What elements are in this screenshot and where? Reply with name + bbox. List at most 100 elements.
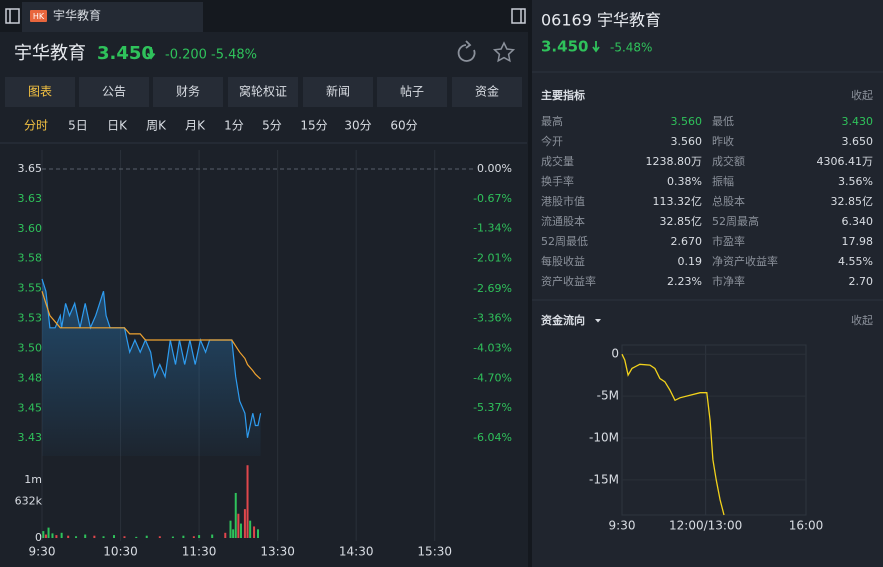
y-tick-label: 3.48 [18, 371, 43, 384]
price-area [42, 278, 261, 456]
quote-price: 3.450 [541, 38, 588, 56]
quote-name: 宇华教育 [597, 11, 661, 30]
volume-bar [232, 529, 235, 538]
volume-bar [229, 520, 232, 538]
volume-bar [102, 536, 105, 538]
volume-bar [243, 509, 246, 538]
volume-bar [246, 465, 249, 538]
indicator-label: 成交额 [712, 154, 745, 168]
tab-label[interactable]: 资金 [475, 84, 499, 99]
period-label[interactable]: 15分 [300, 119, 327, 133]
indicator-label: 市盈率 [712, 234, 745, 248]
period-row: 分时 5日 日K 周K 月K 1分 5分 15分 30分 60分 [24, 119, 418, 133]
period-label[interactable]: 日K [107, 119, 128, 133]
volume-bar [93, 535, 96, 538]
volume-bar [257, 529, 259, 538]
x-tick-label: 12:00/13:00 [669, 519, 742, 533]
tab-label[interactable]: 窝轮权证 [239, 84, 287, 99]
panel-divider [528, 0, 532, 567]
y-tick-label: 3.43 [18, 431, 43, 444]
volume-bar [171, 536, 174, 538]
x-tick-label: 16:00 [789, 519, 824, 533]
indicator-value: 2.70 [849, 275, 874, 288]
indicator-table: 最高 3.560 最低 3.430 今开 3.560 昨收 3.650 成交量 1238.80万成… [541, 114, 873, 288]
volume-bar [192, 536, 195, 538]
indicator-value: 3.650 [842, 135, 874, 148]
period-label[interactable]: 1分 [224, 119, 244, 133]
section-title[interactable]: 资金流向 [541, 313, 585, 327]
right-panel [532, 0, 883, 567]
period-label[interactable]: 60分 [390, 119, 417, 133]
indicator-label: 港股市值 [541, 194, 585, 208]
indicator-value: 17.98 [842, 235, 874, 248]
market-badge-text: HK [33, 12, 45, 21]
y2-tick-label: -1.34% [473, 222, 512, 235]
volume-bar [75, 536, 78, 538]
period-label[interactable]: 月K [185, 119, 206, 133]
tab-label[interactable]: 财务 [176, 84, 200, 99]
tab-button[interactable] [452, 77, 522, 107]
indicator-label: 净资产收益率 [712, 254, 778, 268]
x-tick-label: 14:30 [339, 545, 374, 559]
y-tick-label: 3.50 [18, 342, 43, 355]
average-line [41, 291, 262, 380]
y2-tick-label: -2.01% [473, 252, 512, 265]
tab-button[interactable] [5, 77, 75, 107]
volume-bar [237, 513, 240, 538]
collapse-link[interactable]: 收起 [851, 88, 873, 102]
volume-bar [239, 523, 242, 538]
volume-bar [211, 534, 214, 538]
volume-bar [42, 531, 45, 538]
period-label[interactable]: 5分 [262, 119, 282, 133]
volume-bar [44, 534, 47, 538]
panel-icon[interactable] [5, 8, 20, 24]
volume-bar [47, 527, 50, 538]
down-arrow [146, 47, 156, 60]
active-window-tab[interactable] [22, 2, 203, 32]
quote-code: 06169 [541, 11, 592, 30]
indicator-label: 市净率 [712, 274, 745, 288]
volume-bar [145, 535, 148, 538]
dropdown-caret[interactable] [595, 319, 601, 323]
tab-label[interactable]: 新闻 [326, 84, 350, 99]
indicator-value: 1238.80万 [646, 155, 703, 168]
period-label[interactable]: 5日 [68, 119, 88, 133]
volume-bar [55, 535, 58, 538]
y-tick-label: 0 [611, 347, 619, 361]
window-tab-title[interactable]: 宇华教育 [53, 8, 101, 23]
tab-button[interactable] [153, 77, 223, 107]
y-tick-label: 3.45 [18, 401, 43, 414]
collapse-link[interactable]: 收起 [851, 313, 873, 327]
tab-button[interactable] [79, 77, 149, 107]
x-tick-label: 9:30 [29, 545, 56, 559]
refresh-icon[interactable] [457, 44, 476, 62]
indicator-value: 2.23% [667, 275, 702, 288]
volume-bar [67, 535, 70, 538]
indicator-value: 3.560 [671, 115, 703, 128]
tab-button[interactable] [377, 77, 447, 107]
indicator-value: 32.85亿 [660, 215, 703, 228]
indicator-label: 52周最高 [712, 214, 759, 228]
tab-row: 图表 公告 财务 窝轮权证 新闻 帖子 资金 [5, 77, 522, 107]
market-badge [30, 10, 47, 22]
y2-tick-label: -4.70% [473, 371, 512, 384]
favorite-icon[interactable] [492, 41, 516, 63]
tab-label[interactable]: 图表 [28, 85, 52, 99]
tab-button[interactable] [303, 77, 373, 107]
period-label[interactable]: 30分 [344, 119, 371, 133]
period-label[interactable]: 分时 [24, 119, 48, 133]
fund-flow-line [621, 353, 725, 516]
period-label[interactable]: 周K [146, 119, 167, 133]
indicator-value: 113.32亿 [653, 195, 703, 208]
volume-bar [234, 492, 237, 538]
stock-name: 宇华教育 [14, 43, 86, 64]
tab-label[interactable]: 帖子 [400, 84, 424, 99]
indicator-label: 流通股本 [541, 214, 585, 228]
quote-change-pct: -5.48% [610, 41, 652, 55]
tab-label[interactable]: 公告 [102, 85, 126, 99]
tab-button[interactable] [228, 77, 298, 107]
x-tick-label: 13:30 [260, 545, 295, 559]
panel-icon[interactable] [511, 8, 526, 24]
